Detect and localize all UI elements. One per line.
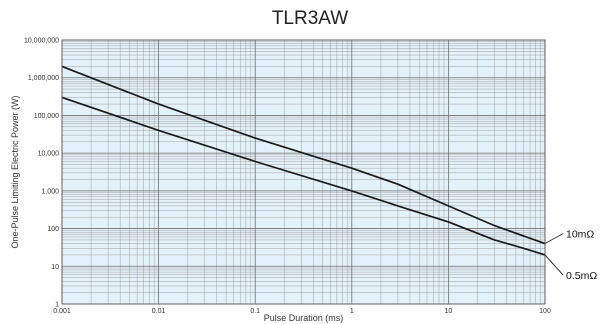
x-axis-ticks: 0.001 0.01 0.1 1 10 100	[53, 308, 551, 315]
series-labels: 10mΩ 0.5mΩ	[544, 229, 597, 282]
series-layer	[61, 65, 546, 256]
series-leader-line	[544, 233, 564, 244]
y-tick-label: 100,000	[34, 113, 59, 120]
chart-title: TLR3AW	[271, 8, 349, 29]
y-tick-label: 1,000	[41, 188, 59, 195]
plot-area	[62, 40, 545, 304]
y-axis-label: One-Pulse Limiting Electric Power (W)	[10, 95, 20, 248]
series-line-2	[61, 96, 546, 256]
y-tick-label: 10	[51, 264, 59, 271]
x-axis-label: Pulse Duration (ms)	[264, 313, 344, 323]
y-tick-label: 100	[47, 226, 59, 233]
series-label: 10mΩ	[566, 229, 594, 241]
x-tick-label: 0.01	[152, 308, 166, 315]
minor-gridlines	[62, 40, 545, 304]
y-tick-label: 1,000,000	[28, 75, 59, 82]
series-label: 0.5mΩ	[566, 270, 597, 282]
y-tick-label: 10,000	[38, 151, 60, 158]
series-leader-line	[544, 254, 564, 276]
x-tick-label: 0.1	[250, 308, 260, 315]
x-tick-label: 0.001	[53, 308, 71, 315]
x-tick-label: 1	[350, 308, 354, 315]
y-tick-label: 10,000,000	[24, 38, 59, 45]
x-tick-label: 10	[445, 308, 453, 315]
y-axis-ticks: 1 10 100 1,000 10,000 100,000 1,000,000 10,000,…	[24, 38, 59, 309]
y-tick-label: 1	[55, 302, 59, 309]
series-line-1	[61, 65, 546, 245]
x-tick-label: 100	[539, 308, 551, 315]
plot-frame	[61, 39, 546, 305]
